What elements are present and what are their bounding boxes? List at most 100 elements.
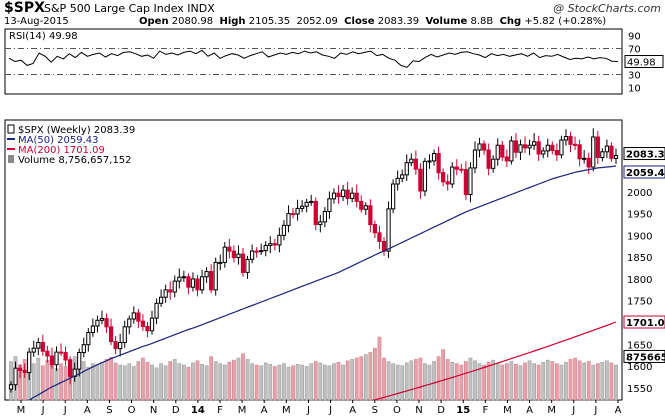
candle-body — [363, 205, 368, 210]
volume-bar — [368, 352, 373, 401]
volume-bar — [336, 361, 341, 401]
volume-bar — [236, 357, 241, 401]
x-tick-label: O — [393, 405, 401, 416]
candle-body — [58, 351, 64, 354]
candle-body — [213, 261, 218, 291]
volume-bar — [350, 359, 355, 401]
volume-bar — [250, 363, 254, 401]
x-tick-label: M — [282, 405, 291, 416]
volume-bar — [200, 364, 204, 401]
candle-body — [45, 350, 50, 357]
open-label: Open — [139, 16, 169, 27]
volume-bar — [141, 357, 145, 401]
volume-bar — [527, 360, 532, 401]
candle-body — [318, 221, 323, 226]
candle-body — [613, 155, 619, 159]
candle-body — [491, 158, 496, 169]
volume-bar — [436, 356, 441, 401]
candle-body — [390, 183, 396, 210]
candle-body — [463, 169, 468, 195]
x-tick-label: D — [437, 405, 445, 416]
volume-bar — [518, 365, 523, 401]
candle-body — [254, 250, 259, 253]
candle-body — [418, 168, 423, 192]
rsi-last-value-label: 49.98 — [627, 58, 656, 69]
x-tick-label: F — [482, 405, 488, 416]
legend-entry: MA(200) 1701.09 — [18, 145, 105, 156]
candle-body — [509, 140, 514, 162]
candle-body — [159, 296, 164, 304]
candle-body — [522, 144, 528, 149]
candle-body — [209, 271, 214, 291]
ma200-line — [372, 321, 617, 400]
candle-body — [277, 234, 282, 246]
candle-body — [481, 143, 487, 151]
volume-bar — [395, 364, 400, 401]
candle-body — [13, 367, 18, 386]
candle-body — [99, 318, 105, 321]
price-tick-label: 1800 — [627, 275, 652, 286]
volume-bar — [154, 367, 159, 401]
price-tick-label: 1900 — [627, 231, 652, 242]
candle-body — [108, 326, 114, 343]
quote-line: Open 2080.98 High 2105.35 2052.09 Close … — [139, 16, 606, 27]
ma200-value-tag — [623, 315, 665, 329]
price-tick-label: 1850 — [627, 253, 652, 264]
volume-bar — [91, 363, 95, 401]
rsi-tick-label: 90 — [628, 32, 641, 43]
candle-body — [445, 181, 450, 185]
x-tick-label: J — [571, 405, 575, 416]
volume-bar — [309, 363, 314, 401]
candle-body — [95, 319, 100, 327]
volume-bar — [541, 361, 546, 401]
volume-bar — [591, 364, 596, 401]
open-value: 2080.98 — [171, 16, 214, 27]
candle-body — [586, 157, 591, 168]
candle-body — [290, 213, 296, 216]
candle-body — [177, 276, 182, 282]
legend-entry: $SPX (Weekly) 2083.39 — [18, 125, 135, 136]
candle-body — [395, 177, 400, 185]
candle-body — [532, 141, 537, 146]
volume-bar — [523, 362, 527, 401]
volume-bar — [386, 361, 391, 401]
x-tick-label: N — [150, 405, 157, 416]
candle-body — [227, 246, 232, 252]
ma200-value-label: 1701.09 — [626, 318, 665, 329]
volume-bar — [327, 365, 332, 401]
candle-body — [559, 139, 564, 156]
x-tick-label: 14 — [191, 405, 205, 416]
volume-bar — [577, 360, 582, 401]
candle-body — [118, 342, 123, 350]
volume-bar — [209, 356, 214, 401]
candle-body — [154, 302, 159, 319]
volume-bar — [31, 363, 36, 401]
volume-bar — [600, 361, 605, 401]
volume-bar — [468, 357, 473, 401]
volume-bar — [181, 364, 186, 401]
volume-bar — [254, 364, 259, 401]
candle-body — [36, 342, 41, 349]
candle-body — [331, 192, 337, 200]
candle-body — [327, 198, 332, 212]
volume-bar — [486, 361, 491, 401]
candle-body — [345, 189, 350, 199]
candle-body — [304, 201, 309, 207]
x-tick-label: 15 — [456, 405, 470, 416]
volume-bar — [40, 365, 45, 401]
volume-bar — [150, 364, 154, 401]
volume-bar — [609, 362, 614, 401]
volume-bar — [432, 361, 436, 401]
candle-body — [536, 141, 541, 155]
volume-bar — [323, 364, 327, 401]
x-tick-label: O — [128, 405, 136, 416]
candle-body — [236, 253, 241, 259]
candle-body — [477, 143, 482, 151]
candle-body — [472, 149, 478, 169]
candle-body — [413, 158, 418, 170]
volume-bar — [409, 360, 414, 401]
volume-bar — [391, 363, 395, 401]
candle-body — [468, 167, 473, 195]
volume-bar — [418, 357, 423, 401]
volume-bar — [9, 361, 13, 401]
